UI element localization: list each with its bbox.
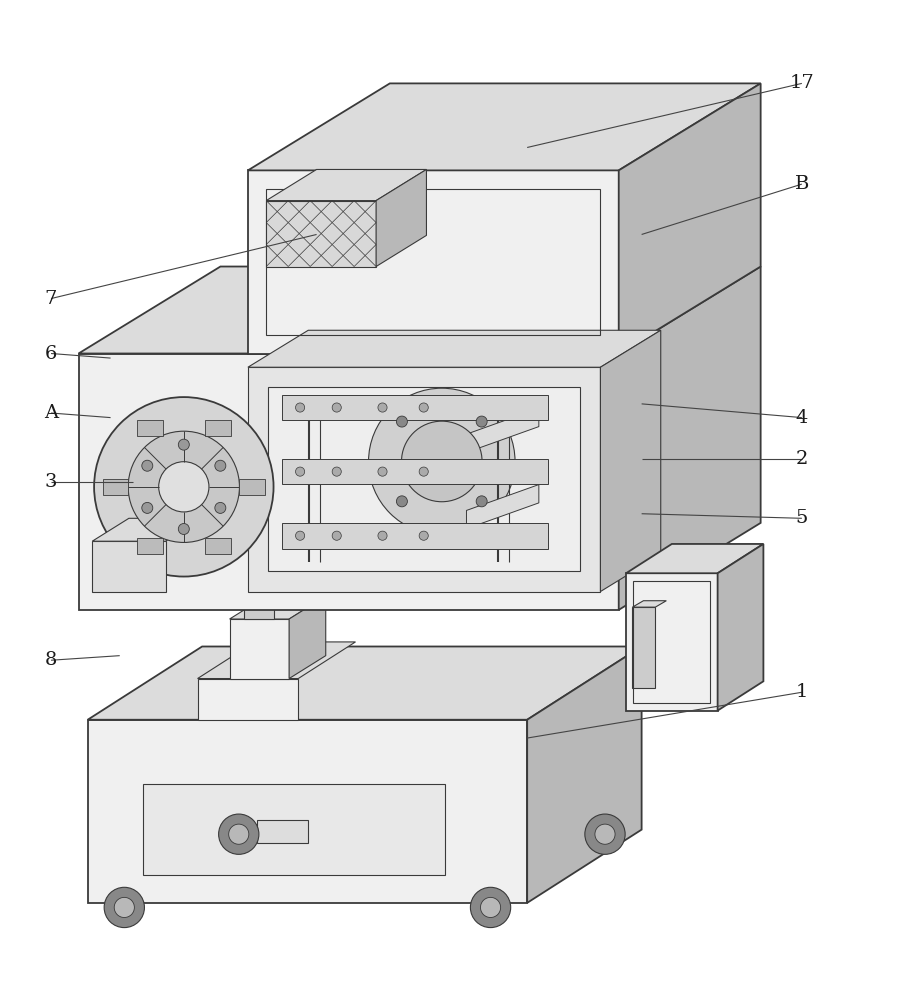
- Circle shape: [142, 460, 153, 471]
- Polygon shape: [88, 720, 527, 903]
- Circle shape: [215, 460, 226, 471]
- Polygon shape: [103, 479, 128, 495]
- Polygon shape: [197, 679, 298, 720]
- Circle shape: [396, 496, 407, 507]
- Polygon shape: [248, 170, 619, 354]
- Circle shape: [105, 887, 145, 928]
- Polygon shape: [137, 420, 162, 436]
- Circle shape: [585, 814, 625, 854]
- Text: B: B: [795, 175, 809, 193]
- Polygon shape: [527, 646, 642, 903]
- Circle shape: [419, 403, 428, 412]
- Polygon shape: [289, 596, 326, 679]
- Circle shape: [481, 897, 501, 918]
- Polygon shape: [245, 544, 293, 555]
- Polygon shape: [268, 387, 580, 571]
- Polygon shape: [137, 538, 162, 554]
- Polygon shape: [282, 459, 548, 484]
- Text: 2: 2: [796, 450, 808, 468]
- Circle shape: [595, 824, 615, 844]
- Circle shape: [178, 523, 189, 534]
- Text: 17: 17: [790, 74, 814, 92]
- Circle shape: [115, 897, 135, 918]
- Polygon shape: [248, 83, 761, 170]
- Polygon shape: [626, 573, 718, 711]
- Polygon shape: [633, 607, 656, 688]
- Polygon shape: [239, 479, 265, 495]
- Polygon shape: [88, 646, 642, 720]
- Polygon shape: [93, 541, 165, 592]
- Polygon shape: [467, 408, 539, 452]
- Text: 5: 5: [796, 509, 808, 527]
- Circle shape: [295, 531, 304, 540]
- Polygon shape: [266, 201, 376, 267]
- Circle shape: [419, 467, 428, 476]
- Polygon shape: [79, 354, 619, 610]
- Polygon shape: [718, 544, 763, 711]
- Polygon shape: [376, 169, 426, 267]
- Text: 4: 4: [796, 409, 808, 427]
- Polygon shape: [229, 619, 289, 679]
- Circle shape: [295, 403, 304, 412]
- Circle shape: [419, 531, 428, 540]
- Circle shape: [402, 421, 482, 502]
- Polygon shape: [93, 518, 202, 541]
- Polygon shape: [79, 267, 761, 354]
- Text: A: A: [44, 404, 58, 422]
- Polygon shape: [266, 169, 426, 201]
- Circle shape: [295, 467, 304, 476]
- Circle shape: [470, 887, 511, 928]
- Polygon shape: [248, 330, 661, 367]
- Polygon shape: [205, 538, 231, 554]
- Text: 3: 3: [45, 473, 57, 491]
- Polygon shape: [626, 544, 763, 573]
- Polygon shape: [205, 420, 231, 436]
- Circle shape: [228, 824, 249, 844]
- Polygon shape: [245, 555, 274, 619]
- Text: 1: 1: [796, 683, 808, 701]
- Text: 8: 8: [45, 651, 57, 669]
- Polygon shape: [197, 642, 356, 679]
- Circle shape: [128, 431, 239, 542]
- Polygon shape: [633, 601, 667, 607]
- Circle shape: [476, 416, 487, 427]
- Circle shape: [218, 814, 259, 854]
- Circle shape: [332, 403, 341, 412]
- Polygon shape: [282, 395, 548, 420]
- Circle shape: [476, 496, 487, 507]
- Circle shape: [378, 531, 387, 540]
- Circle shape: [332, 531, 341, 540]
- Polygon shape: [601, 330, 661, 592]
- Polygon shape: [258, 820, 308, 843]
- Circle shape: [369, 388, 515, 535]
- Circle shape: [215, 502, 226, 513]
- Circle shape: [396, 416, 407, 427]
- Circle shape: [178, 439, 189, 450]
- Circle shape: [142, 502, 153, 513]
- Polygon shape: [619, 83, 761, 354]
- Polygon shape: [229, 596, 326, 619]
- Circle shape: [378, 403, 387, 412]
- Circle shape: [159, 462, 209, 512]
- Polygon shape: [143, 784, 445, 875]
- Polygon shape: [248, 367, 601, 592]
- Circle shape: [332, 467, 341, 476]
- Text: 7: 7: [45, 290, 57, 308]
- Polygon shape: [619, 267, 761, 610]
- Circle shape: [94, 397, 273, 577]
- Text: 6: 6: [45, 345, 57, 363]
- Polygon shape: [467, 485, 539, 529]
- Circle shape: [378, 467, 387, 476]
- Polygon shape: [282, 523, 548, 549]
